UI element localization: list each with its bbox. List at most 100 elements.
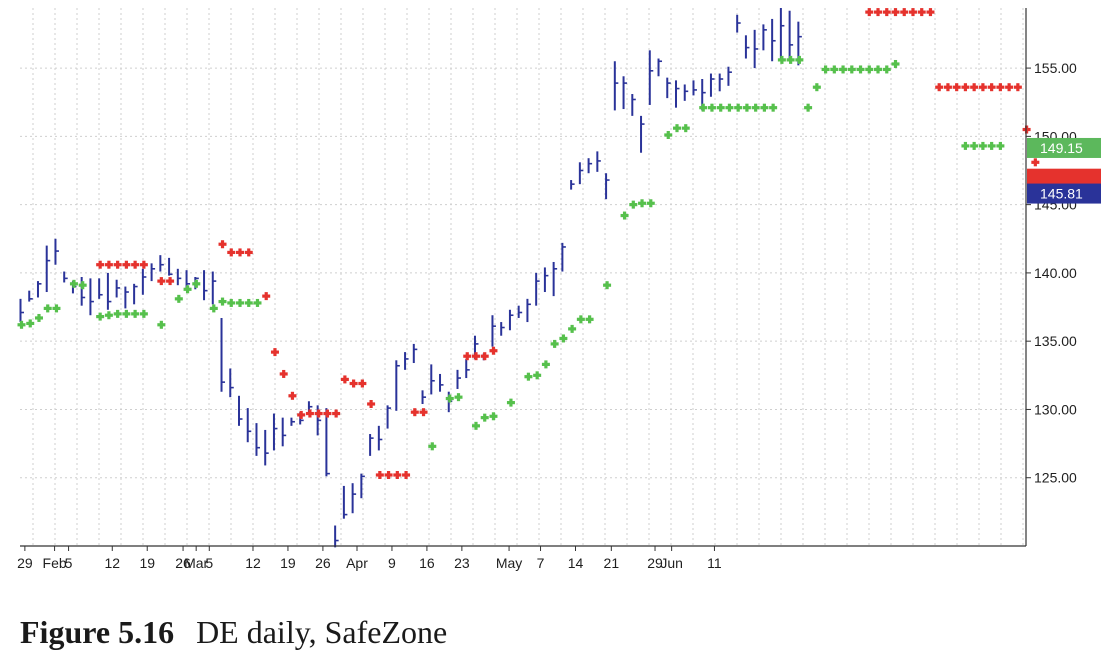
ohlc-bar bbox=[159, 255, 164, 272]
ohlc-bar bbox=[762, 24, 767, 51]
long-stop-marker bbox=[122, 309, 131, 318]
grid bbox=[20, 8, 1026, 546]
long-stop-marker bbox=[629, 200, 638, 209]
ohlc-bar bbox=[255, 423, 260, 456]
short-stop-marker bbox=[419, 408, 428, 417]
marker-v bbox=[378, 470, 382, 479]
marker-v bbox=[264, 292, 268, 301]
marker-v bbox=[317, 409, 321, 418]
short-stop-marker bbox=[917, 8, 926, 17]
long-stop-marker bbox=[524, 372, 533, 381]
ohlc-bar bbox=[709, 73, 715, 97]
long-stop-marker bbox=[699, 103, 708, 112]
x-tick-label: 11 bbox=[707, 555, 722, 571]
short-stop-marker bbox=[262, 292, 271, 301]
ohlc-bar bbox=[45, 245, 51, 293]
marker-v bbox=[177, 294, 181, 303]
marker-v bbox=[823, 65, 828, 74]
long-stop-marker bbox=[795, 55, 804, 64]
long-stop-marker bbox=[445, 394, 454, 403]
short-stop-marker bbox=[1013, 83, 1022, 92]
marker-v bbox=[255, 298, 260, 307]
marker-v bbox=[124, 309, 128, 318]
marker-v bbox=[212, 304, 216, 313]
marker-v bbox=[386, 470, 391, 479]
ohlc-bar bbox=[211, 271, 217, 305]
ohlc-bar bbox=[369, 434, 374, 456]
short-stop-marker bbox=[367, 399, 376, 408]
ohlc-bar bbox=[124, 286, 129, 309]
ohlc-bar bbox=[272, 413, 278, 451]
marker-v bbox=[72, 279, 76, 288]
marker-v bbox=[509, 398, 513, 407]
ohlc-bar bbox=[342, 485, 348, 519]
x-tick-label: May bbox=[496, 555, 522, 571]
marker-v bbox=[754, 103, 758, 112]
marker-v bbox=[299, 410, 303, 419]
short-stop-marker bbox=[874, 8, 883, 17]
ohlc-bar bbox=[508, 309, 514, 331]
long-stop-marker bbox=[52, 304, 61, 313]
marker-v bbox=[352, 379, 356, 388]
marker-v bbox=[806, 103, 810, 112]
short-stop-marker bbox=[166, 277, 175, 286]
marker-v bbox=[762, 103, 766, 112]
axes bbox=[20, 8, 1031, 551]
ohlc-bar bbox=[648, 50, 654, 105]
marker-v bbox=[81, 281, 85, 290]
marker-v bbox=[893, 8, 898, 17]
ohlc-bar bbox=[666, 77, 671, 99]
x-tick-label: 19 bbox=[280, 555, 296, 571]
x-tick-label: Feb bbox=[43, 555, 67, 571]
marker-v bbox=[719, 103, 723, 112]
ohlc-bar bbox=[150, 263, 156, 282]
long-stop-marker bbox=[996, 141, 1005, 150]
long-stop-marker bbox=[244, 298, 253, 307]
short-stop-marker bbox=[358, 379, 367, 388]
long-stop-marker bbox=[131, 309, 140, 318]
y-axis-labels: 125.00130.00135.00140.00145.00150.00155.… bbox=[1034, 60, 1077, 486]
marker-v bbox=[841, 65, 845, 74]
short-stop-marker bbox=[1005, 83, 1014, 92]
ohlc-bar bbox=[229, 368, 234, 398]
marker-v bbox=[413, 408, 417, 417]
marker-v bbox=[116, 260, 120, 269]
long-stop-marker bbox=[620, 211, 629, 220]
ohlc-bar bbox=[351, 483, 357, 514]
ohlc-bar bbox=[718, 73, 724, 92]
long-stop-marker bbox=[646, 199, 655, 208]
ohlc-bar bbox=[526, 298, 531, 323]
ohlc-bar bbox=[377, 425, 383, 451]
ohlc-bar bbox=[290, 417, 295, 426]
ohlc-bar bbox=[168, 257, 173, 276]
marker-v bbox=[238, 248, 242, 257]
x-tick-label: 19 bbox=[139, 555, 155, 571]
figure-text: DE daily, SafeZone bbox=[196, 614, 448, 650]
ohlc-bar bbox=[238, 395, 243, 426]
marker-v bbox=[920, 8, 924, 17]
marker-v bbox=[990, 83, 994, 92]
marker-v bbox=[544, 360, 548, 369]
marker-v bbox=[360, 379, 364, 388]
marker-v bbox=[771, 103, 775, 112]
long-stop-marker bbox=[78, 281, 87, 290]
marker-v bbox=[395, 470, 399, 479]
long-stop-marker bbox=[113, 309, 122, 318]
ohlc-bar bbox=[736, 14, 741, 33]
marker-v bbox=[483, 352, 487, 361]
marker-v bbox=[98, 312, 102, 321]
short-stop-marker bbox=[104, 260, 113, 269]
marker-v bbox=[666, 130, 670, 139]
ohlc-bar bbox=[779, 8, 785, 59]
marker-v bbox=[1033, 158, 1037, 167]
x-tick-label: 7 bbox=[537, 555, 545, 571]
long-stop-marker bbox=[533, 371, 542, 380]
long-stop-marker bbox=[192, 279, 201, 288]
x-tick-label: 12 bbox=[245, 555, 261, 571]
ohlc-bar bbox=[578, 162, 584, 185]
marker-v bbox=[430, 442, 434, 451]
marker-v bbox=[815, 83, 819, 92]
short-stop-marker bbox=[952, 83, 961, 92]
marker-v bbox=[605, 281, 609, 290]
long-stop-marker bbox=[777, 55, 786, 64]
